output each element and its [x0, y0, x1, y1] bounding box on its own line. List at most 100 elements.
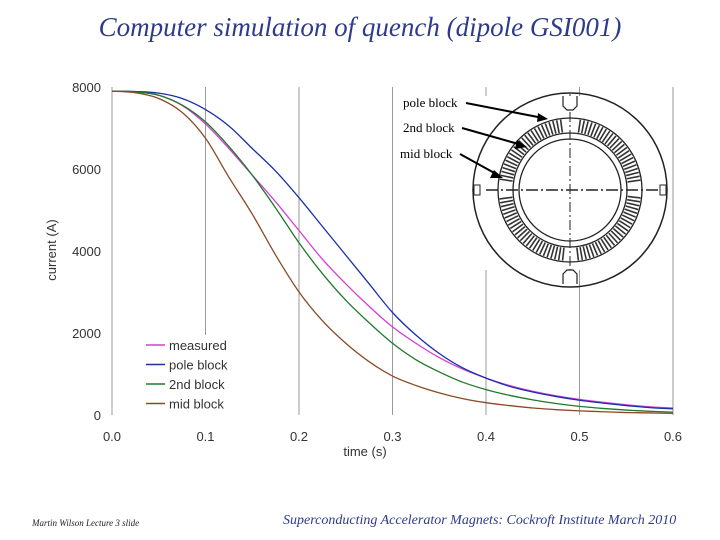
coil-winding	[605, 234, 616, 246]
coil-winding	[612, 227, 624, 238]
coil-winding	[527, 132, 537, 144]
coil-winding	[540, 124, 548, 138]
coil-winding	[506, 215, 519, 223]
yoke-outer-circle	[472, 92, 668, 288]
coil-winding	[524, 134, 534, 146]
chart-ticks: 0 2000 4000 6000 8000 0.0 0.1 0.2 0.3 0.4 0.5 0.6	[72, 80, 682, 444]
coil-winding	[503, 209, 516, 216]
series-line-2nd-block	[111, 90, 674, 413]
series-line-pole-block	[111, 90, 674, 410]
coil-winding	[505, 159, 518, 167]
y-tick-label: 8000	[72, 80, 101, 95]
coil-winding	[525, 235, 535, 247]
coil-winding	[535, 240, 544, 253]
coil-winding	[611, 140, 623, 151]
coil-winding	[626, 175, 640, 180]
y-tick-label: 6000	[72, 162, 101, 177]
coil-winding	[616, 222, 629, 232]
x-tick-label: 0.5	[570, 429, 588, 444]
coil-winding	[514, 226, 526, 236]
legend-label: 2nd block	[169, 377, 225, 392]
coil-winding	[590, 123, 597, 137]
chart-legend: measured pole block 2nd block mid block	[140, 335, 260, 415]
coil-windings	[499, 119, 641, 261]
x-tick-label: 0.0	[103, 429, 121, 444]
coil-winding	[559, 119, 564, 133]
coil-winding	[510, 149, 523, 158]
coil-winding	[627, 198, 641, 203]
arrow-mid-block	[459, 153, 499, 176]
label-pole-block: pole block	[403, 95, 458, 110]
coil-winding	[557, 247, 562, 261]
x-tick-label: 0.4	[477, 429, 495, 444]
coil-winding	[504, 212, 518, 219]
coil-winding	[517, 228, 528, 239]
top-notch	[562, 96, 578, 111]
coil-winding	[584, 121, 589, 135]
coil-winding	[499, 196, 513, 200]
coil-winding	[624, 208, 638, 215]
coil-winding	[542, 243, 550, 257]
magnet-cross-section-diagram	[472, 92, 668, 288]
coil-winding	[608, 232, 619, 244]
coil-winding	[622, 160, 636, 168]
coil-winding	[550, 245, 556, 259]
x-tick-label: 0.3	[383, 429, 401, 444]
coil-winding	[625, 167, 638, 174]
coil-winding	[623, 211, 636, 218]
legend-label: pole block	[169, 358, 228, 373]
coil-winding	[627, 179, 641, 183]
coil-winding	[519, 230, 530, 242]
coil-winding	[503, 163, 517, 170]
coil-winding	[546, 244, 553, 258]
coil-winding	[587, 122, 593, 136]
bottom-notch	[562, 269, 578, 284]
coil-winding	[594, 241, 602, 255]
right-key	[659, 184, 667, 196]
coil-winding	[618, 220, 631, 229]
y-axis-label: current (A)	[44, 219, 59, 280]
footer-author: Martin Wilson Lecture 3 slide	[32, 518, 140, 528]
coil-winding	[599, 128, 608, 141]
coil-winding	[597, 240, 606, 253]
series-line-mid-block	[111, 90, 674, 415]
chart-curves	[111, 90, 674, 415]
coil-winding	[585, 245, 591, 259]
left-key	[473, 184, 481, 196]
coil-winding	[506, 155, 520, 164]
legend-label: mid block	[169, 397, 224, 412]
footer-course: Superconducting Accelerator Magnets: Coc…	[283, 513, 677, 528]
coil-winding	[500, 202, 514, 208]
coil-winding	[603, 236, 612, 249]
arrowhead-mid-block	[490, 170, 503, 178]
coil-winding	[620, 217, 633, 225]
coil-winding	[579, 246, 584, 261]
x-axis-label: time (s)	[343, 444, 386, 459]
coil-winding	[501, 205, 515, 212]
diagram-annotations: pole block 2nd block mid block	[400, 95, 548, 178]
arrow-pole-block	[465, 102, 544, 119]
coil-winding	[580, 120, 586, 134]
coil-winding	[577, 119, 582, 133]
y-tick-label: 0	[94, 408, 101, 423]
legend-background	[140, 335, 260, 415]
x-tick-label: 0.1	[196, 429, 214, 444]
coil-winding	[576, 247, 580, 261]
coil-winding	[614, 225, 627, 235]
coil-winding	[512, 223, 524, 233]
coil-winding	[613, 143, 625, 154]
x-tick-label: 0.2	[290, 429, 308, 444]
coil-winding	[530, 130, 539, 142]
coil-winding	[521, 137, 532, 148]
coil-winding	[500, 174, 514, 179]
coil-winding	[606, 135, 617, 147]
coil-winding	[555, 120, 560, 134]
coil-winding	[582, 246, 587, 260]
coil-winding	[588, 244, 595, 258]
coil-winding	[600, 238, 609, 251]
coil-winding	[509, 220, 522, 230]
coil-winding	[610, 230, 621, 241]
coil-winding	[596, 126, 604, 139]
coil-winding	[532, 238, 541, 251]
